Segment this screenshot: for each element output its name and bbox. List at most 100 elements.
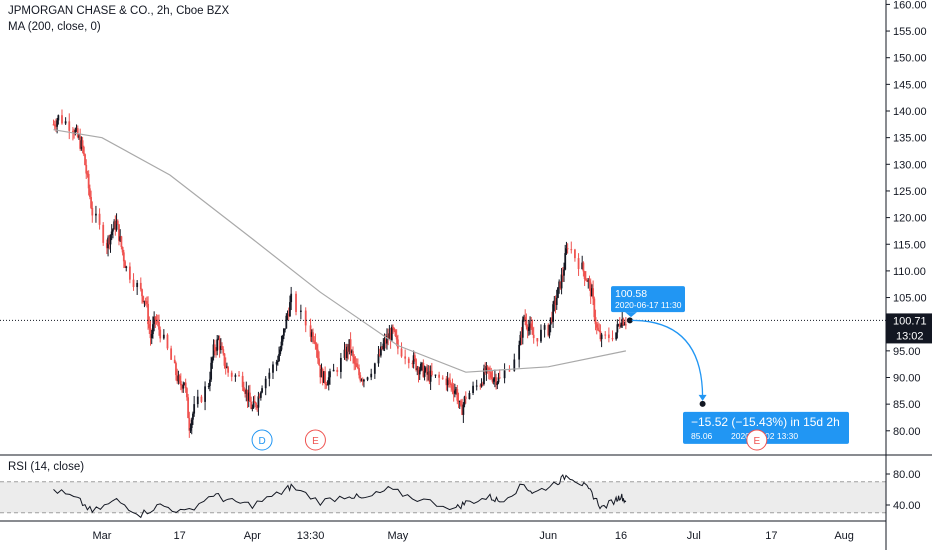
candle-body[interactable] xyxy=(461,405,464,415)
candle-body[interactable] xyxy=(356,366,359,369)
candle-body[interactable] xyxy=(132,279,135,288)
candle-body[interactable] xyxy=(156,321,159,323)
candle-body[interactable] xyxy=(475,385,478,387)
rsi-plot-area[interactable] xyxy=(0,474,886,519)
candle-body[interactable] xyxy=(115,220,118,230)
candle-body[interactable] xyxy=(272,364,274,373)
candle-body[interactable] xyxy=(57,115,60,121)
candle-body[interactable] xyxy=(373,363,376,374)
candle-body[interactable] xyxy=(387,336,390,339)
candle-body[interactable] xyxy=(178,375,181,381)
candle-body[interactable] xyxy=(170,348,173,360)
candle-body[interactable] xyxy=(289,302,291,317)
candle-body[interactable] xyxy=(74,129,77,134)
candle-body[interactable] xyxy=(148,324,151,329)
candle-body[interactable] xyxy=(428,371,431,382)
candle-body[interactable] xyxy=(279,349,282,355)
candle-body[interactable] xyxy=(486,366,489,368)
candle-body[interactable] xyxy=(159,329,162,339)
candle-body[interactable] xyxy=(251,407,254,409)
candle-body[interactable] xyxy=(450,384,453,386)
candle-body[interactable] xyxy=(187,397,189,418)
candle-body[interactable] xyxy=(250,401,253,409)
candle-body[interactable] xyxy=(290,293,293,303)
candle-body[interactable] xyxy=(108,237,111,245)
candle-body[interactable] xyxy=(583,271,586,280)
candle-body[interactable] xyxy=(388,333,391,339)
candle-body[interactable] xyxy=(98,213,101,225)
candle-body[interactable] xyxy=(212,344,215,358)
candle-body[interactable] xyxy=(604,334,607,336)
candle-body[interactable] xyxy=(621,318,624,326)
candle-body[interactable] xyxy=(378,354,381,356)
candle-body[interactable] xyxy=(81,140,84,147)
candle-body[interactable] xyxy=(594,317,597,325)
candle-body[interactable] xyxy=(79,136,82,149)
earnings-event-marker[interactable] xyxy=(304,429,326,451)
candle-body[interactable] xyxy=(455,389,457,391)
candle-body[interactable] xyxy=(282,328,285,336)
candle-body[interactable] xyxy=(113,221,116,230)
candle-body[interactable] xyxy=(68,121,71,131)
candle-body[interactable] xyxy=(400,348,403,357)
candle-body[interactable] xyxy=(520,334,523,338)
candle-body[interactable] xyxy=(246,389,249,401)
candle-body[interactable] xyxy=(481,383,484,385)
candle-body[interactable] xyxy=(529,323,531,328)
candle-body[interactable] xyxy=(147,303,149,325)
candle-body[interactable] xyxy=(600,334,603,340)
candle-body[interactable] xyxy=(617,324,620,326)
candle-body[interactable] xyxy=(452,389,455,394)
candle-body[interactable] xyxy=(145,301,148,304)
candle-body[interactable] xyxy=(264,378,267,389)
candle-body[interactable] xyxy=(177,375,180,382)
candle-body[interactable] xyxy=(370,373,373,378)
candle-body[interactable] xyxy=(531,327,534,335)
candle-body[interactable] xyxy=(618,324,621,327)
candle-body[interactable] xyxy=(598,329,601,332)
candle-body[interactable] xyxy=(315,344,318,350)
candle-body[interactable] xyxy=(249,392,251,402)
candle-body[interactable] xyxy=(210,362,213,380)
candle-body[interactable] xyxy=(586,279,588,282)
candle-body[interactable] xyxy=(61,115,63,124)
candle-body[interactable] xyxy=(218,338,221,350)
candle-body[interactable] xyxy=(339,357,342,372)
candle-body[interactable] xyxy=(463,396,466,405)
candle-body[interactable] xyxy=(316,349,319,359)
candle-body[interactable] xyxy=(490,372,493,378)
candle-body[interactable] xyxy=(227,367,230,373)
candle-body[interactable] xyxy=(175,363,177,376)
candle-body[interactable] xyxy=(380,346,382,356)
candle-body[interactable] xyxy=(550,317,553,322)
candle-body[interactable] xyxy=(429,370,432,382)
candle-body[interactable] xyxy=(349,339,352,353)
candle-body[interactable] xyxy=(622,318,625,326)
candle-body[interactable] xyxy=(255,402,257,408)
rsi-line[interactable] xyxy=(53,474,627,519)
ma-line[interactable] xyxy=(53,129,627,373)
candle-body[interactable] xyxy=(281,335,284,342)
candle-body[interactable] xyxy=(118,224,120,241)
candle-body[interactable] xyxy=(468,392,471,400)
candle-body[interactable] xyxy=(518,344,521,360)
candle-body[interactable] xyxy=(253,401,256,403)
candle-body[interactable] xyxy=(87,173,90,189)
candle-body[interactable] xyxy=(607,334,610,339)
candle-body[interactable] xyxy=(284,328,287,330)
candle-body[interactable] xyxy=(480,383,483,387)
candle-body[interactable] xyxy=(589,282,592,297)
candle-body[interactable] xyxy=(82,146,85,155)
candle-body[interactable] xyxy=(312,332,314,341)
candle-body[interactable] xyxy=(247,392,250,401)
candle-body[interactable] xyxy=(112,229,114,232)
candle-body[interactable] xyxy=(593,298,596,318)
candle-body[interactable] xyxy=(95,213,97,216)
candle-body[interactable] xyxy=(577,258,580,270)
candle-body[interactable] xyxy=(597,327,599,330)
candle-body[interactable] xyxy=(318,358,320,365)
candle-body[interactable] xyxy=(574,249,576,259)
candle-body[interactable] xyxy=(285,315,288,329)
candle-body[interactable] xyxy=(310,332,313,337)
candle-body[interactable] xyxy=(53,124,56,127)
